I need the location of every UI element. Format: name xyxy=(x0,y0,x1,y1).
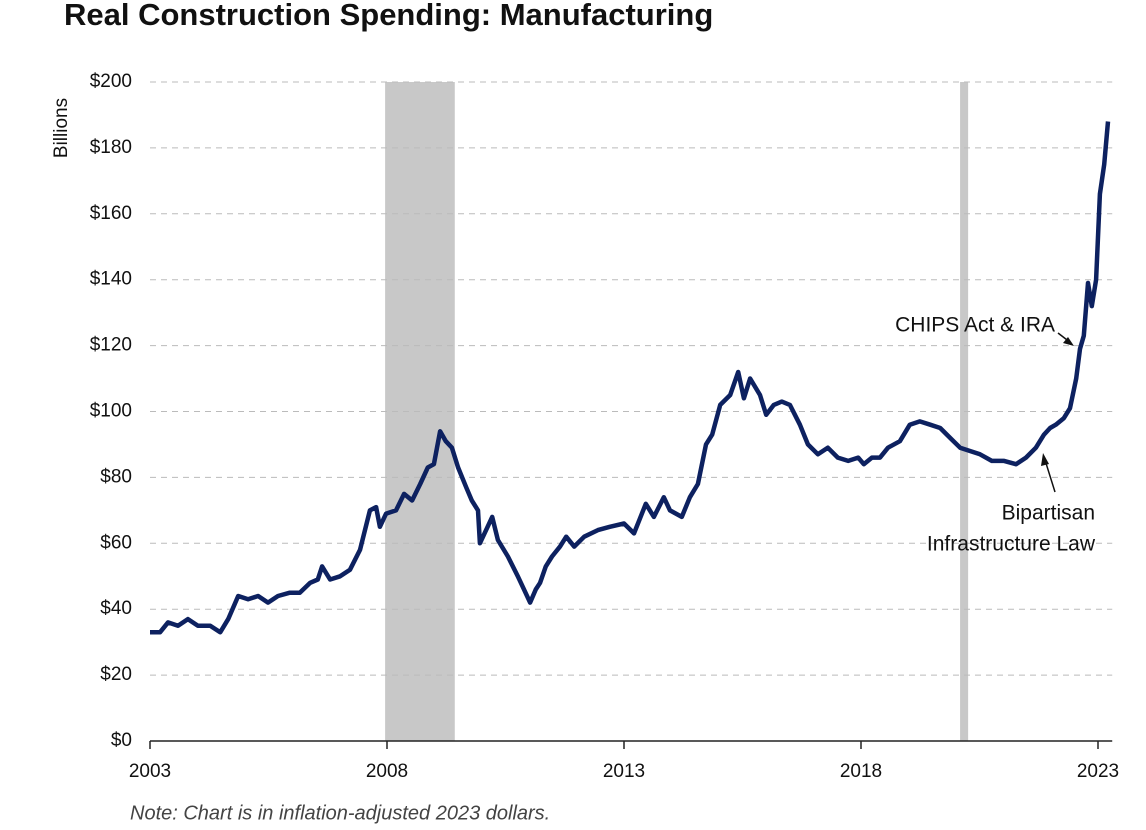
y-tick-label: $20 xyxy=(100,664,132,685)
y-tick-label: $200 xyxy=(90,71,132,92)
note: Note: Chart is in inflation-adjusted 202… xyxy=(130,802,550,824)
y-tick-label: $0 xyxy=(111,730,132,751)
x-tick-label: 2003 xyxy=(129,761,171,782)
y-tick-label: $80 xyxy=(100,466,132,487)
annotation: CHIPS Act & IRA xyxy=(895,314,1055,337)
x-tick-label: 2023 xyxy=(1077,761,1119,782)
annotation-arrowhead xyxy=(1041,453,1049,466)
y-axis-label: Billions xyxy=(51,98,72,158)
x-tick-label: 2018 xyxy=(840,761,882,782)
x-tick-label: 2008 xyxy=(366,761,408,782)
y-tick-label: $100 xyxy=(90,401,132,422)
annotation: Infrastructure Law xyxy=(927,533,1096,556)
y-tick-label: $140 xyxy=(90,269,132,290)
annotation-arrowhead xyxy=(1063,337,1074,346)
y-tick-label: $160 xyxy=(90,203,132,224)
annotation: Bipartisan xyxy=(1002,502,1095,525)
annotation-arrow xyxy=(1044,459,1056,493)
y-tick-label: $60 xyxy=(100,532,132,553)
y-tick-label: $40 xyxy=(100,598,132,619)
x-tick-label: 2013 xyxy=(603,761,645,782)
y-tick-label: $120 xyxy=(90,335,132,356)
y-tick-label: $180 xyxy=(90,137,132,158)
data-line xyxy=(150,121,1111,635)
chart-title: Real Construction Spending: Manufacturin… xyxy=(64,0,713,32)
